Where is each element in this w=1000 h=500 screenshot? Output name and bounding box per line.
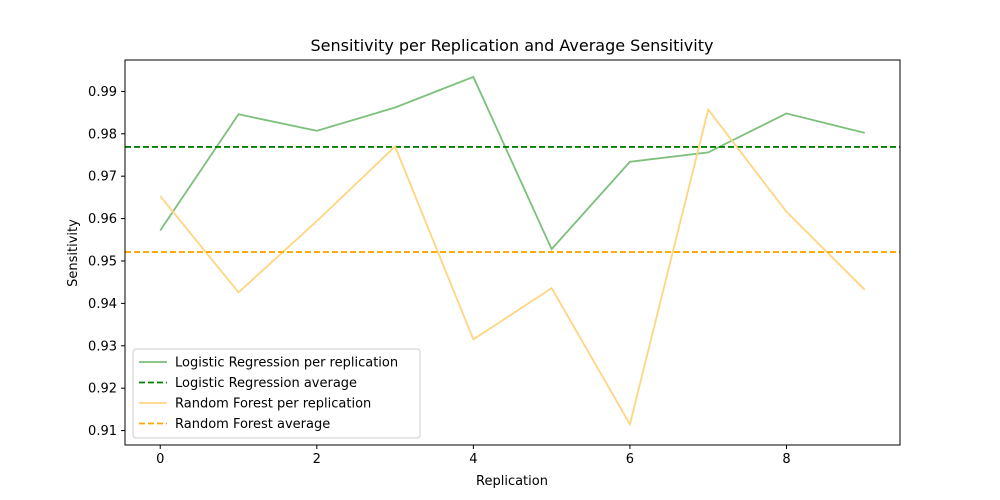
y-tick-label: 0.94: [88, 297, 117, 312]
logistic-regression-per-replication-line: [159, 75, 865, 251]
x-tick-label: 8: [782, 452, 790, 467]
logistic-regression-per-replication-legend-label: Logistic Regression per replication: [175, 356, 398, 371]
y-tick-label: 0.95: [88, 254, 117, 269]
legend: Logistic Regression per replication Logis…: [132, 348, 421, 439]
x-tick-label: 4: [469, 452, 477, 467]
y-tick-label: 0.91: [88, 424, 117, 439]
y-tick-label: 0.97: [88, 170, 117, 185]
y-tick-label: 0.92: [88, 382, 117, 397]
y-axis-title: Sensitivity: [66, 219, 81, 287]
x-tick-label: 2: [313, 452, 321, 467]
plot-area-frame: [124, 59, 901, 446]
x-tick-label: 0: [156, 452, 164, 467]
x-axis-title: Replication: [476, 474, 548, 489]
logistic-regression-average-legend-label: Logistic Regression average: [175, 376, 357, 391]
random-forest-per-replication-line: [159, 107, 866, 427]
y-tick-label: 0.98: [88, 127, 117, 142]
random-forest-average-legend-label: Random Forest average: [175, 417, 330, 432]
y-tick-label: 0.99: [88, 85, 117, 100]
chart-title: Sensitivity per Replication and Average …: [311, 36, 714, 55]
x-tick-label: 6: [626, 452, 634, 467]
y-tick-label: 0.96: [88, 212, 117, 227]
y-tick-label: 0.93: [88, 339, 117, 354]
random-forest-per-replication-legend-label: Random Forest per replication: [175, 397, 371, 412]
legend-frame: [132, 348, 421, 439]
